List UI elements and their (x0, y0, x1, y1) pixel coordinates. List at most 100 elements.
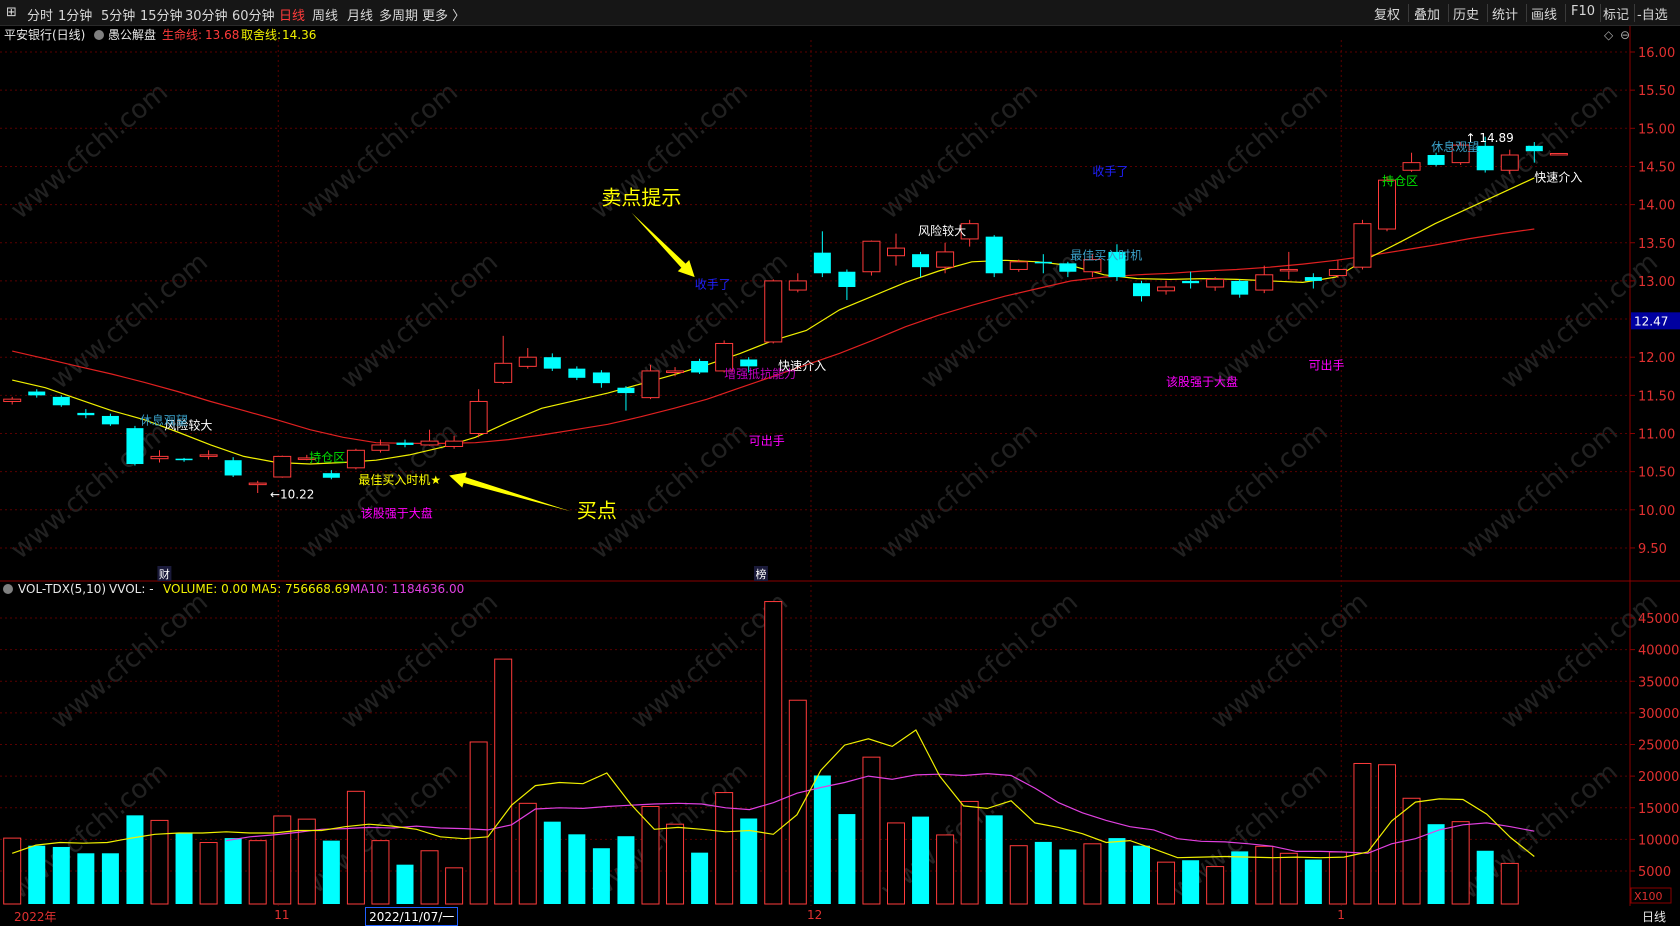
period-tab-multi[interactable]: 多周期 (379, 9, 419, 24)
callout-arrow (631, 212, 695, 278)
signal-annotation: 该股强于大盘 (1166, 374, 1238, 389)
candle (691, 358, 709, 374)
volume-bar-down (1427, 824, 1445, 904)
stock-chart[interactable]: www.cfchi.com www.cfchi.com www.cfchi.com w… (0, 26, 1680, 926)
volume-bar-down (985, 815, 1003, 904)
f10-button[interactable]: F10 (1571, 4, 1596, 19)
candle (420, 429, 439, 446)
candle (912, 251, 930, 278)
candle-body-up (666, 370, 685, 373)
volume-bar-down (912, 816, 930, 904)
volume-bar-up (494, 658, 513, 905)
price-tick-label: 16.00 (1638, 46, 1675, 61)
volume-bar-up (862, 756, 881, 905)
candle (960, 219, 979, 247)
candle-body-down (224, 460, 242, 476)
volume-bar-up (1157, 861, 1176, 905)
candle (1353, 219, 1372, 270)
candle (469, 389, 488, 438)
volume-bar-up (297, 818, 316, 905)
period-tab-more[interactable]: 更多 〉 (422, 9, 466, 24)
draw-line-button[interactable]: 画线 (1531, 8, 1558, 23)
candle-body-up (936, 251, 955, 268)
period-tab-daily[interactable]: 日线 (279, 9, 306, 24)
candle-body-up (150, 455, 169, 460)
volume-bar-down (838, 814, 856, 904)
candle (1500, 149, 1519, 175)
candle-body-down (838, 271, 856, 288)
volume-bar-down (126, 815, 144, 904)
watchlist-button[interactable]: -自选 (1637, 8, 1668, 23)
volume-bar-up (1451, 821, 1470, 905)
signal-annotation: 最佳买入时机★ (358, 473, 441, 487)
candle-body-down (1427, 155, 1445, 165)
volume-bar-down (322, 840, 340, 904)
candle (1476, 136, 1494, 173)
candle-body-up (1009, 261, 1028, 270)
candle (813, 231, 831, 278)
candle (568, 366, 586, 381)
statistics-button[interactable]: 统计 (1492, 8, 1519, 23)
overlay-button[interactable]: 叠加 (1414, 8, 1441, 23)
mark-button[interactable]: 标记 (1603, 8, 1630, 23)
volume-bar-up (420, 850, 439, 905)
signal-annotation: ←10.22 (270, 487, 314, 501)
volume-bar-up (518, 802, 537, 905)
volume-bar-down (77, 853, 95, 904)
candle-body-down (1525, 145, 1543, 152)
candle (1034, 254, 1052, 274)
period-tab-1min[interactable]: 1分钟 (58, 9, 93, 24)
volume-bar-down (52, 846, 70, 904)
restore-rights-button[interactable]: 复权 (1374, 8, 1401, 23)
candle (617, 386, 635, 411)
event-marker-label: 财 (159, 567, 170, 581)
candle-body-up (273, 455, 292, 478)
candle-body-up (199, 454, 218, 457)
period-tab-weekly[interactable]: 周线 (312, 9, 339, 24)
volume-indicator-name: VOL-TDX(5,10) (18, 582, 106, 596)
settings-icon[interactable]: ⊞ (6, 5, 17, 20)
volume-bar-up (1009, 845, 1028, 905)
candle-body-up (420, 440, 439, 446)
candle (322, 470, 340, 480)
price-tick-label: 11.00 (1638, 428, 1675, 443)
candle (1206, 277, 1225, 291)
volume-bar-down (543, 821, 561, 904)
candle-body-up (1500, 154, 1519, 171)
signal-annotation: 可出手 (749, 434, 785, 448)
candle-body-up (788, 280, 807, 291)
history-button[interactable]: 历史 (1453, 8, 1480, 23)
price-tick-label: 12.00 (1638, 351, 1675, 366)
candle (273, 455, 292, 478)
candle-body-down (1034, 261, 1052, 264)
volume-bar-up (715, 792, 734, 905)
period-toolbar: ⊞ 分时 1分钟 5分钟 15分钟 30分钟 60分钟 日线 周线 月线 多周期… (0, 0, 1680, 26)
signal-annotation: 快速介入 (1534, 171, 1582, 185)
signal-annotation: ↑ 14.89 (1466, 131, 1514, 145)
period-tab-monthly[interactable]: 月线 (347, 9, 374, 24)
diamond-icon: ◇ (1604, 28, 1614, 42)
candle (1402, 152, 1421, 172)
volume-tick-label: 30000 (1638, 707, 1679, 722)
candle-body-up (1451, 144, 1470, 164)
candle-body-up (1402, 162, 1421, 171)
signal-annotation: 收手了 (695, 278, 731, 292)
candle (445, 435, 464, 449)
volume-tick-label: 5000 (1638, 865, 1671, 880)
period-tab-30min[interactable]: 30分钟 (185, 9, 228, 24)
volume-bar-up (1378, 764, 1396, 905)
toolbar-divider (1448, 4, 1449, 22)
period-tab-intraday[interactable]: 分时 (27, 9, 54, 24)
period-tab-15min[interactable]: 15分钟 (140, 9, 183, 24)
volume-bar-down (813, 775, 831, 904)
candle (788, 273, 807, 293)
candle (175, 457, 193, 462)
toolbar-divider (1600, 4, 1601, 22)
period-tab-5min[interactable]: 5分钟 (101, 9, 136, 24)
period-tab-60min[interactable]: 60分钟 (232, 9, 275, 24)
volume-bar-up (764, 601, 783, 905)
signal-annotation: 该股强于大盘 (361, 505, 433, 520)
candle-body-down (1231, 280, 1249, 295)
stock-name: 平安银行(日线) (4, 27, 85, 42)
volume-bar-up (1083, 843, 1102, 905)
